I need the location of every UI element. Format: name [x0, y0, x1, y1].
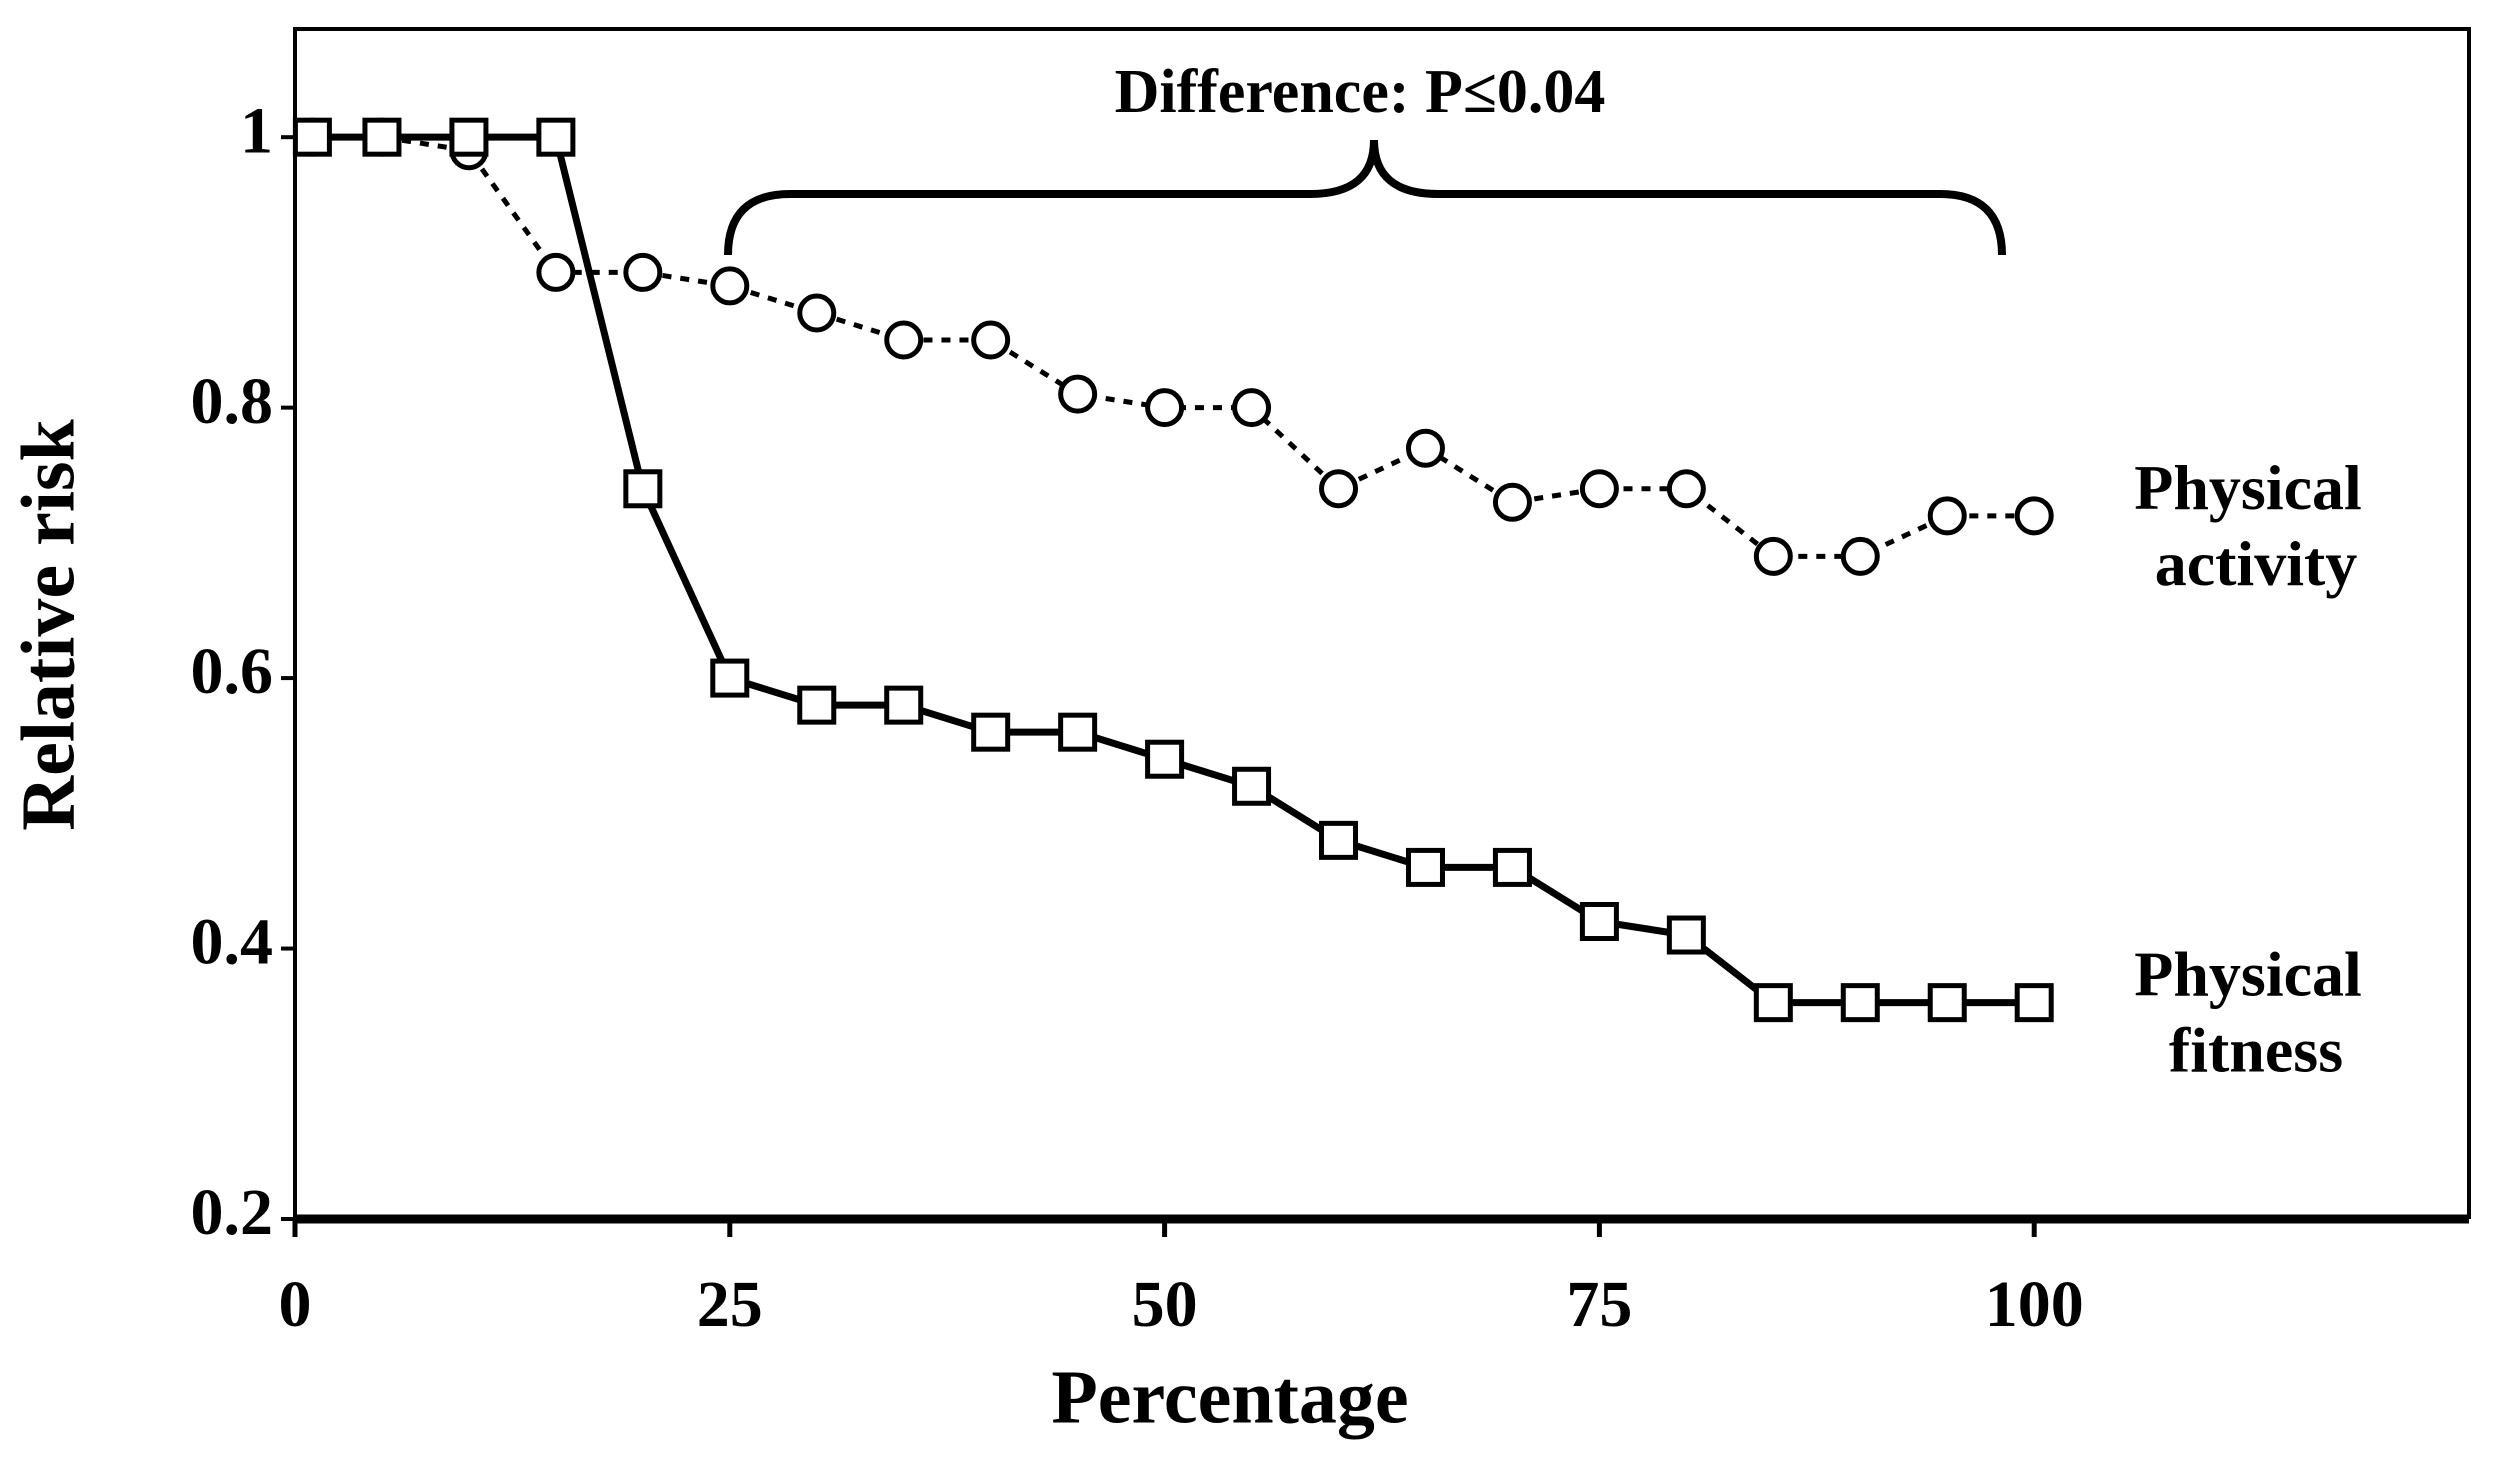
marker: [536, 252, 576, 292]
marker: [1753, 983, 1793, 1023]
x-tick-label: 75: [1566, 1268, 1632, 1341]
marker: [884, 320, 924, 360]
legend-label-line: activity: [2155, 528, 2358, 599]
marker: [710, 658, 750, 698]
marker: [797, 685, 837, 725]
marker: [2014, 983, 2054, 1023]
marker: [1232, 388, 1272, 428]
marker: [623, 469, 663, 509]
x-tick-label: 100: [1985, 1268, 2084, 1341]
marker: [1058, 374, 1098, 414]
marker: [971, 320, 1011, 360]
marker: [1840, 536, 1880, 576]
marker: [971, 712, 1011, 752]
marker: [1753, 536, 1793, 576]
marker: [1579, 902, 1619, 941]
marker: [797, 293, 837, 333]
marker: [2014, 496, 2054, 536]
marker: [1319, 469, 1359, 509]
marker: [536, 117, 576, 157]
legend-label-line: fitness: [2169, 1014, 2343, 1085]
marker: [1666, 469, 1706, 509]
marker: [623, 252, 663, 292]
marker: [1579, 469, 1619, 509]
marker: [1405, 847, 1445, 887]
y-tick-label: 1: [240, 94, 273, 167]
x-axis-label: Percentage: [1051, 1355, 1408, 1439]
x-tick-label: 50: [1132, 1268, 1198, 1341]
marker: [1405, 428, 1445, 468]
annotation: Difference: P≤0.04: [1115, 58, 1606, 126]
marker: [362, 117, 402, 157]
marker: [1319, 820, 1359, 860]
marker: [1840, 983, 1880, 1023]
legend-label-line: Physical: [2134, 452, 2378, 523]
marker: [1145, 388, 1185, 428]
y-tick-label: 0.2: [191, 1176, 274, 1249]
marker: [1058, 712, 1098, 752]
legend-label: Physical activity: [2134, 452, 2378, 599]
marker: [710, 266, 750, 306]
marker: [292, 117, 332, 157]
legend-label-line: Physical: [2134, 938, 2378, 1009]
bracket: [724, 139, 2006, 256]
marker: [1927, 496, 1967, 536]
marker: [1492, 482, 1532, 522]
marker: [884, 685, 924, 725]
legend-label: Physical fitness: [2134, 938, 2378, 1085]
marker: [1666, 915, 1706, 955]
x-tick-label: 0: [279, 1268, 312, 1341]
y-axis-label: Relative risk: [6, 418, 90, 830]
marker: [1492, 847, 1532, 887]
marker: [1145, 739, 1185, 779]
marker: [1232, 766, 1272, 806]
y-tick-label: 0.8: [191, 365, 274, 438]
plot-frame: [293, 27, 2471, 1219]
marker: [449, 117, 489, 157]
x-tick-label: 25: [697, 1268, 763, 1341]
y-tick-label: 0.4: [191, 906, 274, 979]
y-tick-label: 0.6: [191, 635, 274, 708]
marker: [1927, 983, 1967, 1023]
